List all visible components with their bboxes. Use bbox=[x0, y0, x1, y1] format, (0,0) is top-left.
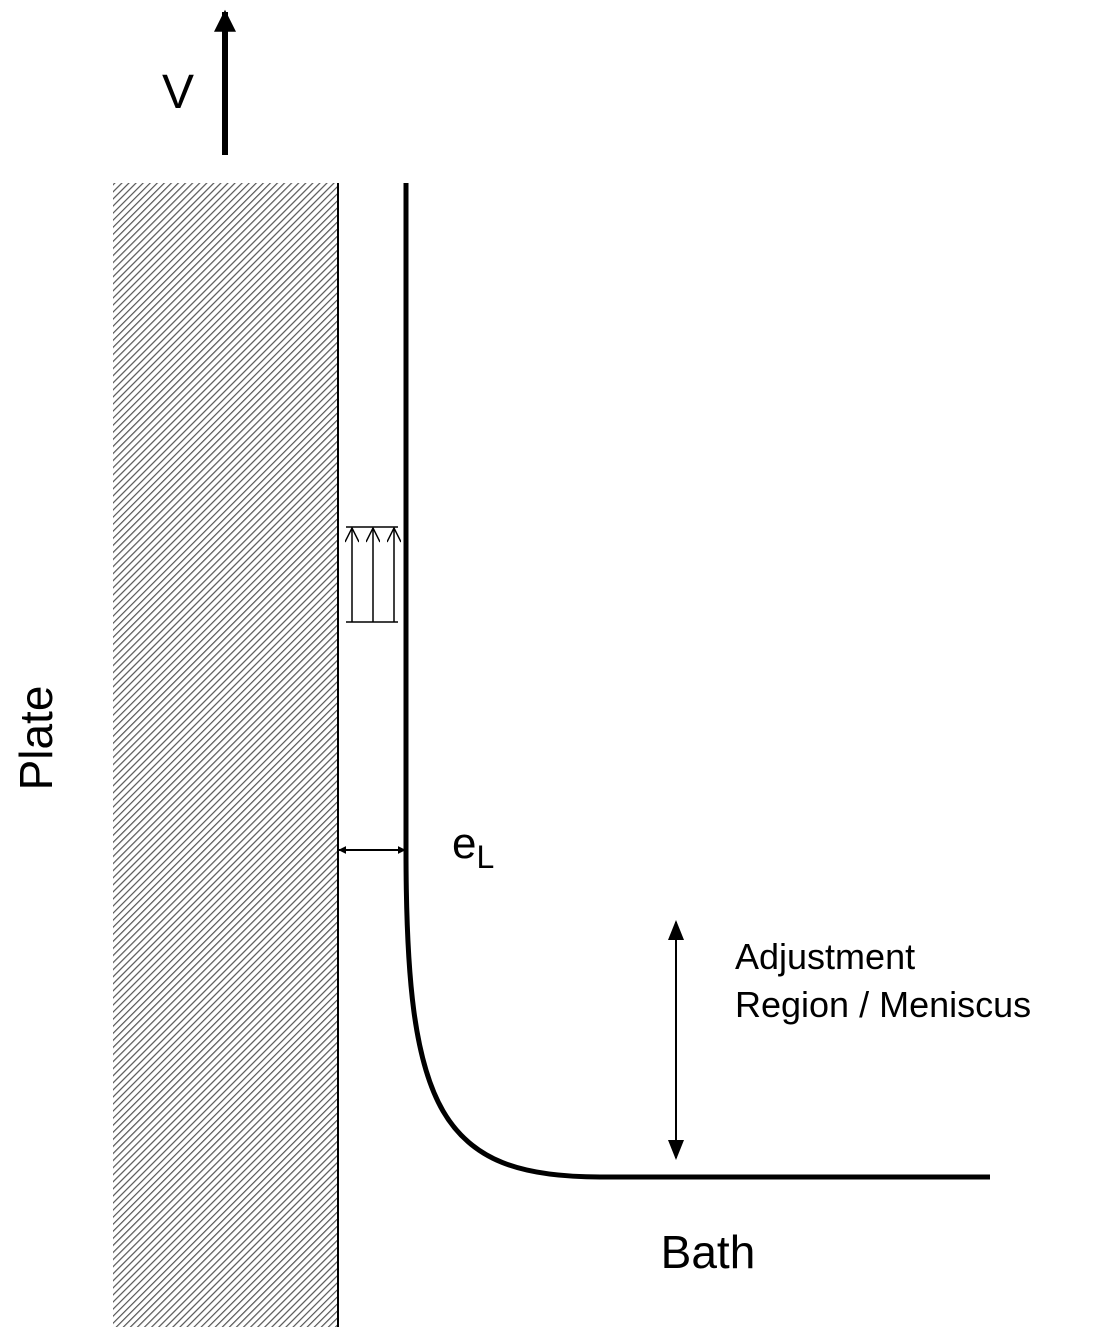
bath-label: Bath bbox=[661, 1226, 756, 1278]
thickness-subscript: L bbox=[476, 839, 494, 875]
thickness-label: eL bbox=[452, 819, 494, 875]
meniscus-label: Region / Meniscus bbox=[735, 984, 1031, 1025]
thickness-main: e bbox=[452, 819, 476, 868]
meniscus-label: Adjustment bbox=[735, 936, 915, 977]
film-profile bbox=[403, 183, 990, 1180]
velocity-label: V bbox=[162, 66, 194, 119]
plate bbox=[113, 183, 338, 1327]
flow-arrows bbox=[346, 526, 398, 623]
plate-label: Plate bbox=[10, 686, 62, 791]
